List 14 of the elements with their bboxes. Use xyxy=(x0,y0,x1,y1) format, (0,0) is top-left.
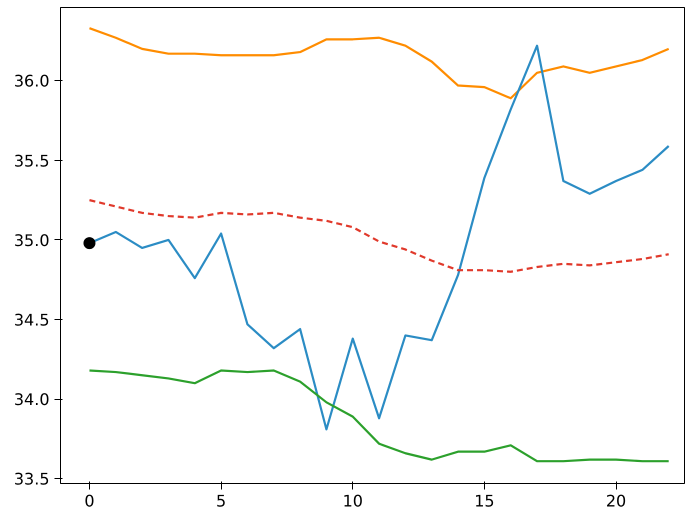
x-tick-label: 0 xyxy=(84,492,95,509)
line-series xyxy=(88,199,670,273)
line-series xyxy=(88,369,670,462)
x-tick-label: 20 xyxy=(606,492,626,509)
line-series xyxy=(88,27,670,100)
x-tick-label: 15 xyxy=(474,492,495,509)
y-tick-label: 36.0 xyxy=(14,72,50,91)
y-tick-label: 33.5 xyxy=(14,470,50,489)
y-tick-label: 35.0 xyxy=(14,230,50,250)
x-tick-label: 5 xyxy=(216,492,226,509)
y-tick-label: 34.0 xyxy=(14,390,50,410)
y-tick-label: 35.5 xyxy=(14,151,50,170)
x-tick-label: 10 xyxy=(342,492,363,509)
y-tick-label: 34.5 xyxy=(14,310,50,330)
